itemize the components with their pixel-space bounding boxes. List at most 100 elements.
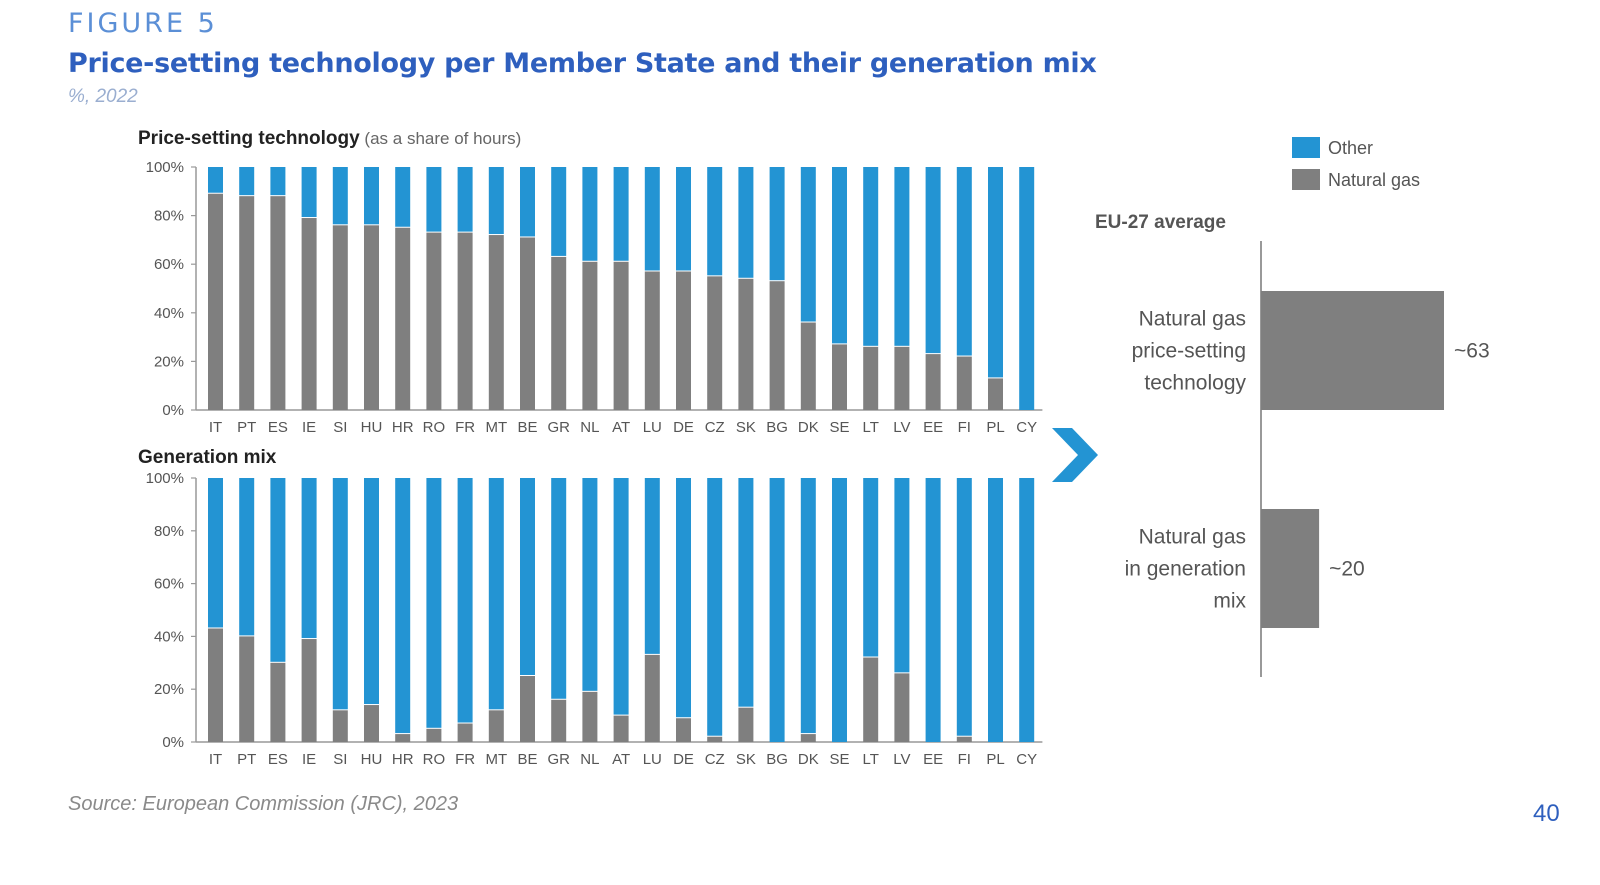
price-setting-bar-other-dk: [800, 167, 816, 322]
price-setting-bar-other-at: [613, 167, 629, 261]
price-setting-bar-natural-gas-hr: [395, 227, 411, 410]
generation-mix-bar-natural-gas-hr: [395, 734, 411, 742]
generation-mix-y-tick-label: 100%: [146, 470, 184, 487]
generation-mix-bar-natural-gas-nl: [582, 691, 598, 742]
generation-mix-x-label: NL: [580, 751, 599, 768]
price-setting-bar-natural-gas-hu: [364, 225, 379, 410]
generation-mix-x-label: HU: [361, 751, 383, 768]
figure-label: FIGURE 5: [68, 8, 218, 39]
generation-mix-x-label: ES: [268, 751, 288, 768]
generation-mix-x-label: RO: [423, 751, 446, 768]
price-setting-y-tick-label: 100%: [146, 159, 184, 176]
eu-average-data-label: ~63: [1454, 340, 1490, 363]
generation-mix-x-label: SK: [736, 751, 756, 768]
generation-mix-bar-natural-gas-gr: [551, 699, 567, 742]
price-setting-bar-other-cy: [1019, 167, 1035, 410]
generation-mix-bar-other-nl: [582, 478, 598, 691]
price-setting-x-label: PT: [237, 419, 256, 436]
price-setting-bar-natural-gas-sk: [738, 278, 754, 410]
price-setting-bar-other-de: [676, 167, 691, 271]
price-setting-x-label: LT: [862, 419, 878, 436]
price-setting-bar-other-pt: [239, 167, 255, 196]
price-setting-x-label: CY: [1016, 419, 1037, 436]
generation-mix-bar-other-si: [332, 478, 348, 710]
generation-mix-x-label: PT: [237, 751, 256, 768]
price-setting-bar-other-bg: [769, 167, 785, 281]
generation-mix-x-label: DE: [673, 751, 694, 768]
eu-average-category-label: Natural gas: [1139, 526, 1246, 549]
generation-mix-bar-other-hr: [395, 478, 411, 734]
price-setting-bar-natural-gas-ie: [301, 218, 317, 410]
price-setting-bar-other-fi: [956, 167, 972, 356]
generation-mix-x-label: PL: [986, 751, 1004, 768]
legend-label-other: Other: [1328, 138, 1373, 158]
price-setting-y-tick-label: 80%: [154, 208, 184, 225]
generation-mix-x-label: HR: [392, 751, 414, 768]
generation-mix-bar-natural-gas-it: [208, 628, 223, 742]
price-setting-bar-other-be: [520, 167, 535, 237]
generation-mix-x-label: IT: [209, 751, 222, 768]
price-setting-x-label: DE: [673, 419, 694, 436]
price-setting-x-label: GR: [547, 419, 570, 436]
price-setting-bar-other-hr: [395, 167, 411, 227]
generation-mix-bar-other-cz: [707, 478, 723, 736]
price-setting-x-label: BG: [766, 419, 788, 436]
eu-average-category-label: mix: [1213, 590, 1246, 613]
generation-mix-y-tick-label: 80%: [154, 523, 184, 540]
generation-mix-x-label: EE: [923, 751, 943, 768]
eu-average-bar-generation-mix: [1261, 509, 1320, 628]
price-setting-bar-natural-gas-gr: [551, 256, 567, 410]
price-setting-bar-natural-gas-cz: [707, 276, 723, 410]
generation-mix-bar-natural-gas-si: [332, 710, 348, 742]
price-setting-bar-natural-gas-lv: [894, 346, 910, 410]
price-setting-bar-other-ro: [426, 167, 442, 232]
generation-mix-bar-natural-gas-fi: [956, 736, 972, 742]
legend-label-natural-gas: Natural gas: [1328, 170, 1420, 190]
generation-mix-bar-other-cy: [1019, 478, 1035, 742]
generation-mix-bar-natural-gas-lu: [644, 654, 660, 742]
price-setting-bar-natural-gas-dk: [800, 322, 816, 410]
generation-mix-title-bold: Generation mix: [138, 447, 277, 468]
generation-mix-bar-other-ro: [426, 478, 442, 728]
generation-mix-bar-natural-gas-hu: [364, 705, 379, 742]
generation-mix-bar-natural-gas-sk: [738, 707, 754, 742]
generation-mix-bar-other-lu: [644, 478, 660, 654]
generation-mix-bar-natural-gas-dk: [800, 734, 816, 742]
eu-average-category-label: technology: [1144, 372, 1246, 395]
price-setting-bar-natural-gas-se: [832, 344, 847, 410]
generation-mix-bar-natural-gas-de: [676, 718, 691, 742]
generation-mix-bar-other-fi: [956, 478, 972, 736]
price-setting-x-label: AT: [612, 419, 630, 436]
generation-mix-bar-other-lt: [863, 478, 879, 657]
generation-mix-bar-natural-gas-ie: [301, 639, 317, 742]
generation-mix-bar-other-es: [270, 478, 286, 662]
price-setting-bar-other-lt: [863, 167, 879, 346]
price-setting-bar-natural-gas-bg: [769, 281, 785, 410]
eu-average-bar-price-setting: [1261, 291, 1444, 410]
generation-mix-bar-other-hu: [364, 478, 379, 705]
price-setting-bar-other-si: [332, 167, 348, 225]
generation-mix-bar-other-pt: [239, 478, 255, 636]
price-setting-bar-other-nl: [582, 167, 598, 261]
price-setting-bar-natural-gas-lu: [644, 271, 660, 410]
price-setting-bar-other-ee: [925, 167, 941, 354]
generation-mix-x-label: MT: [485, 751, 507, 768]
generation-mix-bar-other-gr: [551, 478, 567, 699]
generation-mix-bar-other-lv: [894, 478, 910, 673]
price-setting-x-label: SE: [829, 419, 849, 436]
generation-mix-y-tick-label: 20%: [154, 681, 184, 698]
price-setting-bar-natural-gas-ro: [426, 232, 442, 410]
generation-mix-bar-natural-gas-fr: [457, 723, 473, 742]
price-setting-bar-natural-gas-lt: [863, 346, 879, 410]
chevron-right-icon: [1052, 428, 1098, 482]
price-setting-title-bold: Price-setting technology: [138, 128, 360, 149]
generation-mix-x-label: LV: [893, 751, 910, 768]
price-setting-bar-other-it: [208, 167, 223, 193]
price-setting-bar-other-pl: [988, 167, 1003, 378]
eu-average-title: EU-27 average: [1095, 212, 1226, 233]
price-setting-x-label: MT: [485, 419, 507, 436]
price-setting-x-label: HU: [361, 419, 383, 436]
price-setting-bar-other-gr: [551, 167, 567, 256]
price-setting-x-label: FI: [958, 419, 971, 436]
